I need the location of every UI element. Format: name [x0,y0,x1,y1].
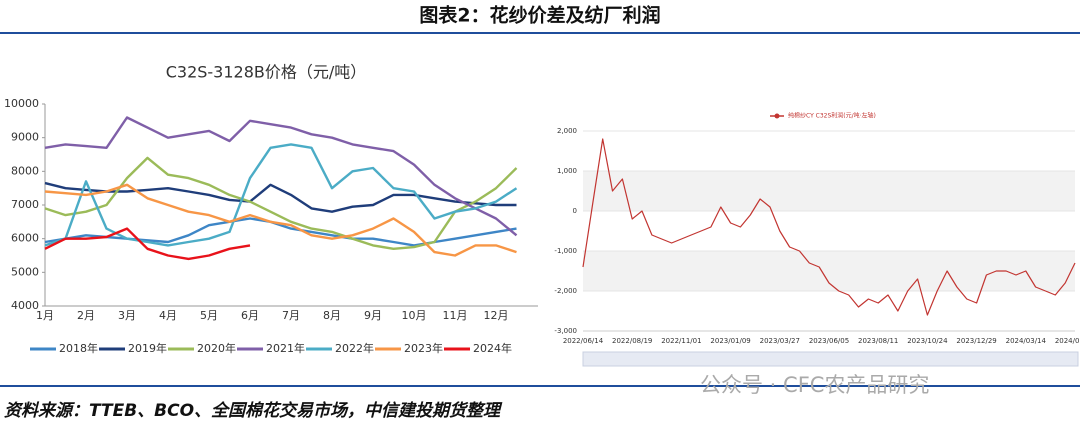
page-title: 图表2：花纱价差及纺厂利润 [419,4,660,27]
x-tick-label: 2024/05/23 [1055,337,1080,345]
y-tick-label: 10000 [4,97,39,110]
legend-label: 2023年 [404,341,443,355]
x-tick-label: 2023/03/27 [760,337,800,345]
series-line [44,217,517,247]
y-tick-label: -1,000 [554,247,577,255]
legend-label: 2020年 [197,341,236,355]
x-tick-label: 12月 [484,309,509,322]
x-tick-label: 2月 [77,309,95,322]
x-tick-label: 5月 [200,309,218,322]
y-tick-label: -3,000 [554,327,577,335]
legend-label: 纯棉纱CY C32S利润(元/吨·左轴) [788,112,876,120]
x-tick-label: 8月 [323,309,341,322]
y-tick-label: 7000 [11,198,39,211]
series-line [582,138,1076,316]
series-line [44,143,518,247]
x-tick-label: 9月 [364,309,382,322]
series-line [44,183,517,257]
series-line [44,181,517,213]
x-tick-label: 6月 [241,309,259,322]
y-tick-label: 8000 [11,164,39,177]
series-line [44,116,518,237]
x-tick-label: 2023/12/29 [956,337,996,345]
x-tick-label: 2024/03/14 [1006,337,1047,345]
x-tick-label: 2022/11/01 [661,337,701,345]
grid-band [583,171,1075,211]
x-tick-label: 10月 [402,309,427,322]
legend-label: 2021年 [266,341,305,355]
chart-title: C32S-3128B价格（元/吨） [166,63,367,82]
y-tick-label: 0 [573,207,577,215]
range-slider[interactable] [582,351,1079,367]
y-tick-label: 1,000 [557,167,577,175]
x-tick-label: 1月 [36,309,54,322]
x-tick-label: 2022/06/14 [563,337,604,345]
y-tick-label: 2,000 [557,127,577,135]
y-tick-label: 9000 [11,131,39,144]
grid-band [583,251,1075,291]
y-tick-label: 5000 [11,265,39,278]
legend-label: 2019年 [128,341,167,355]
x-tick-label: 3月 [118,309,136,322]
source-note: 资料来源：TTEB、BCO、全国棉花交易市场，中信建投期货整理 [4,401,503,421]
x-tick-label: 2023/08/11 [858,337,898,345]
legend-label: 2022年 [335,341,374,355]
x-tick-label: 2023/10/24 [907,337,948,345]
legend-dot [774,113,780,119]
y-tick-label: 4000 [11,299,39,312]
y-tick-label: 6000 [11,232,39,245]
x-tick-label: 2023/06/05 [809,337,849,345]
x-tick-label: 2023/01/09 [710,337,750,345]
series-line [44,227,251,261]
x-tick-label: 2022/08/19 [612,337,652,345]
legend-label: 2018年 [59,341,98,355]
y-tick-label: -2,000 [554,287,577,295]
watermark: 公众号 · CFC农产品研究 [700,373,929,397]
series-line [44,156,518,250]
x-tick-label: 11月 [443,309,468,322]
x-tick-label: 7月 [282,309,300,322]
legend-label: 2024年 [473,341,512,355]
x-tick-label: 4月 [159,309,177,322]
